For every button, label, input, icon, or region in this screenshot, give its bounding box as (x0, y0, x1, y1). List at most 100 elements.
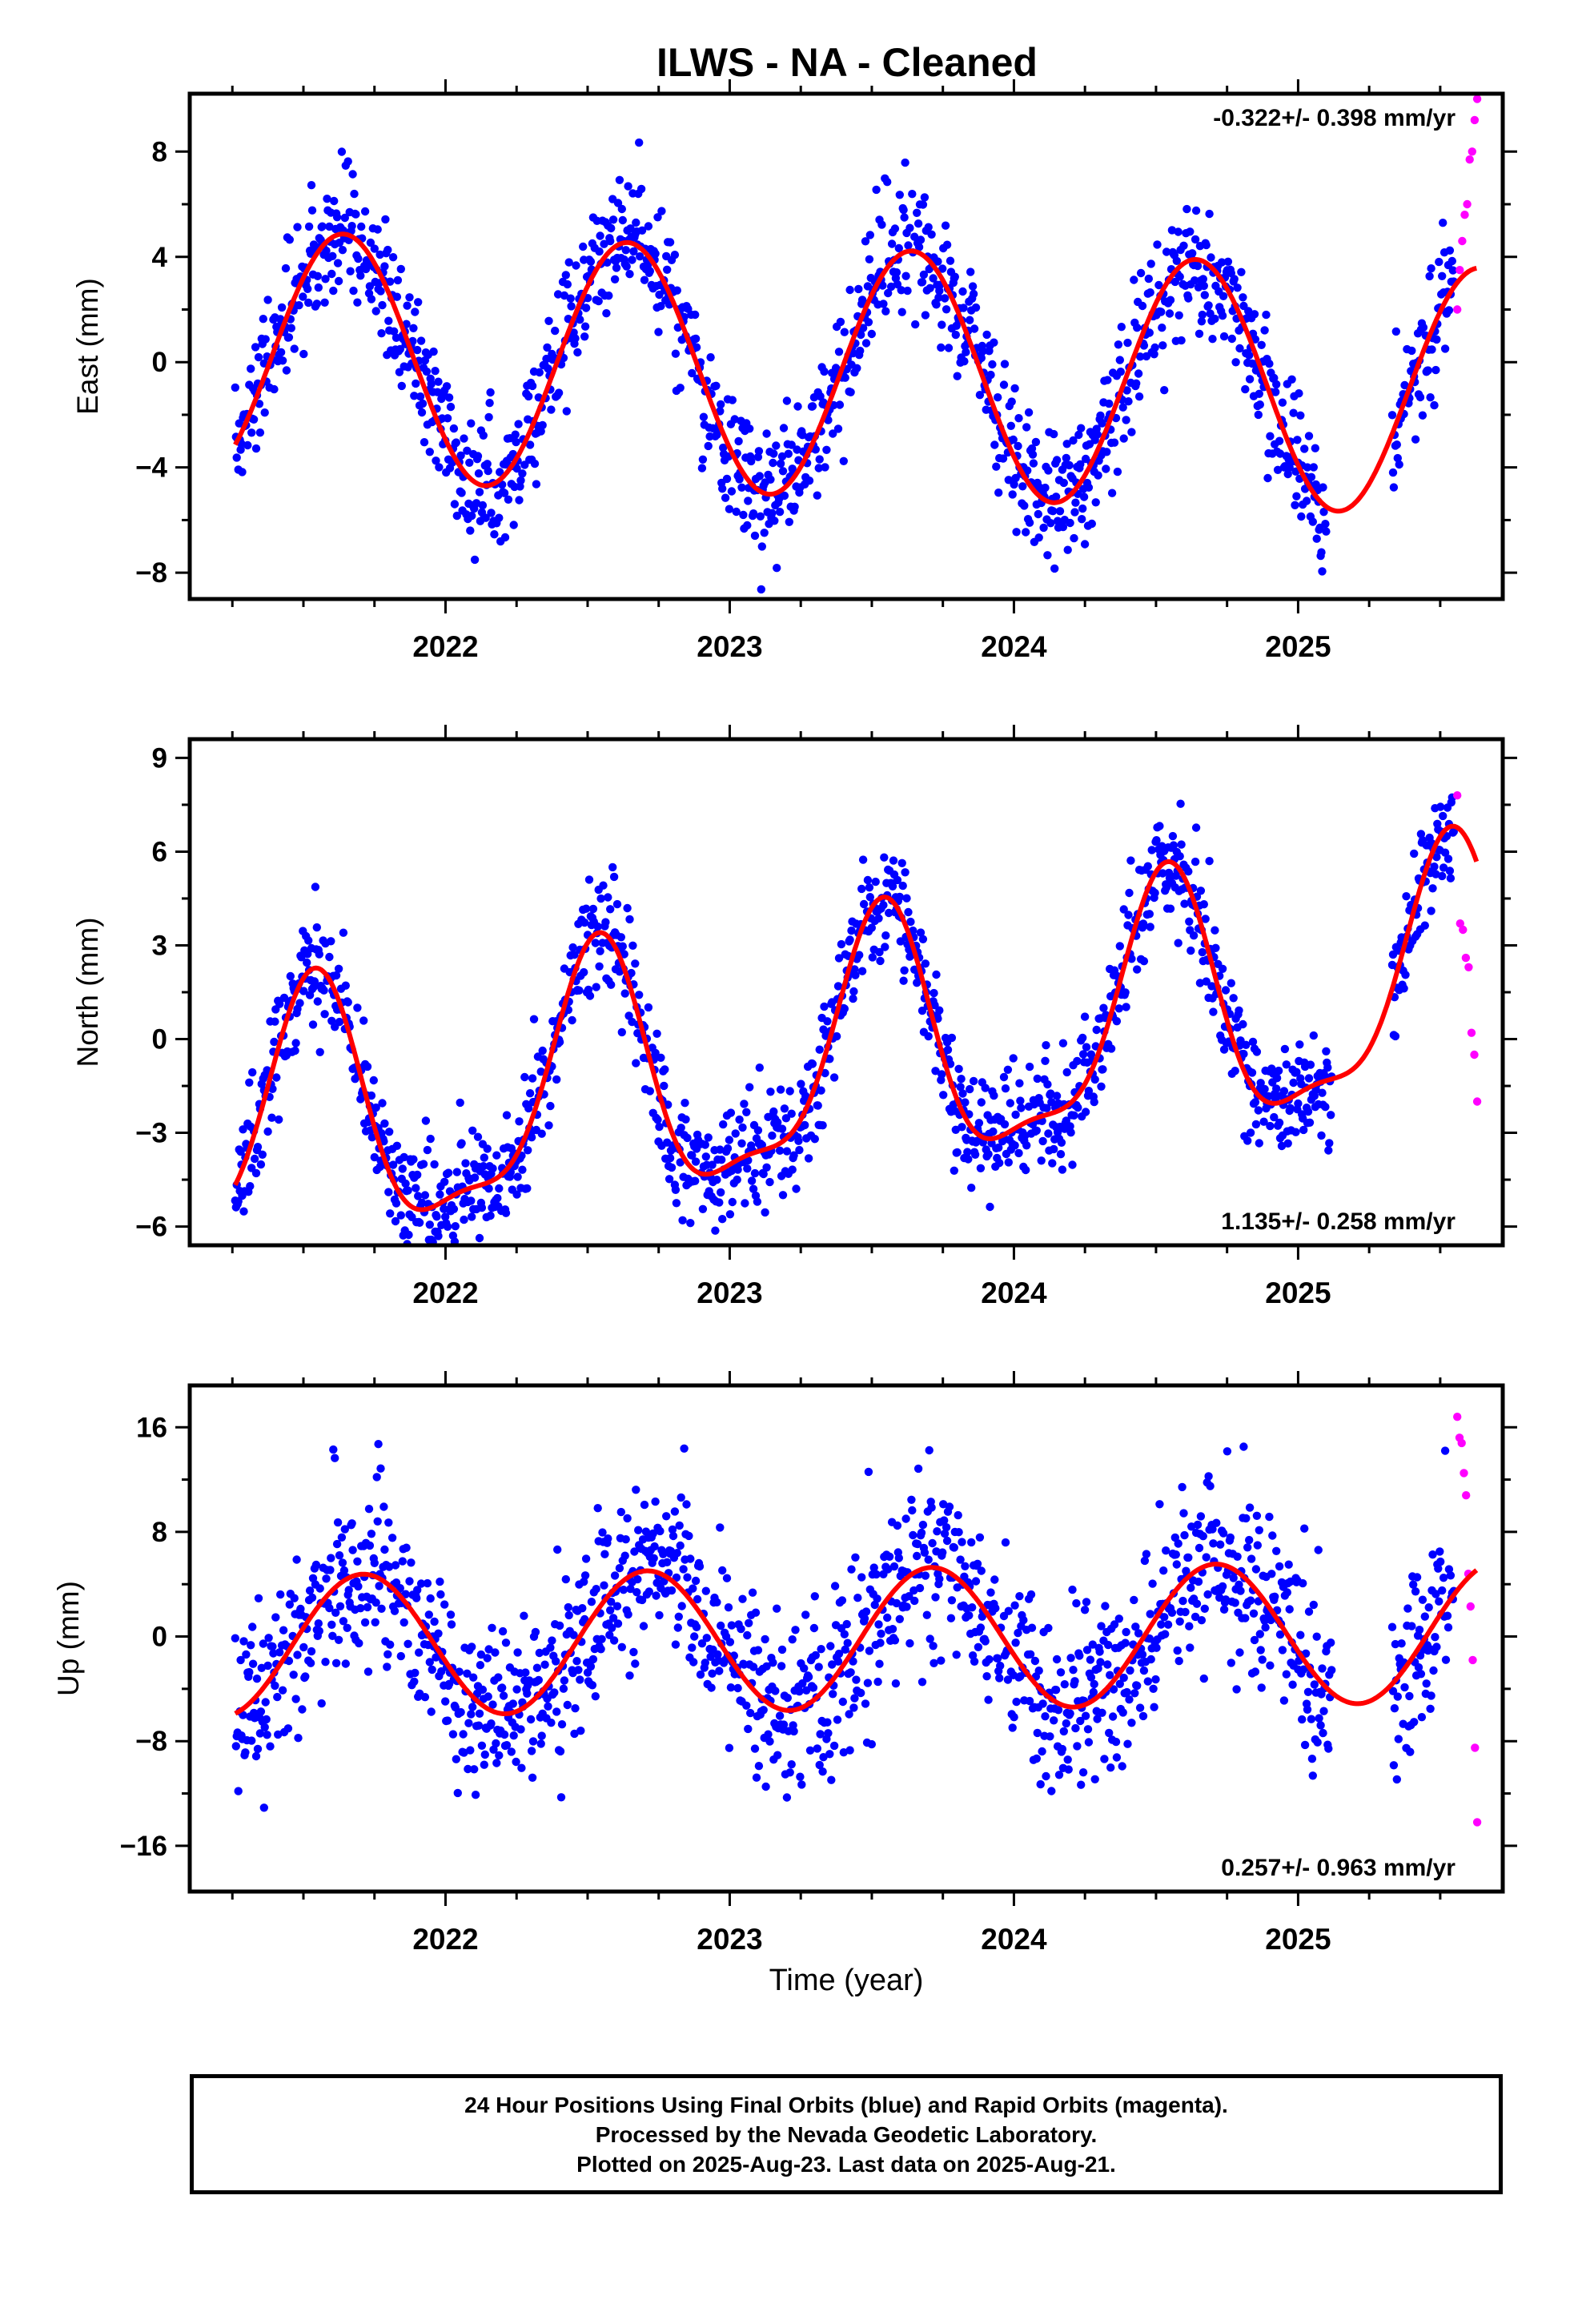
final-point (625, 1671, 634, 1680)
final-point (1312, 1632, 1321, 1641)
final-point (413, 1586, 422, 1594)
y-tick-label: −8 (135, 557, 167, 589)
rapid-point (1467, 1028, 1476, 1037)
final-point (1167, 1608, 1177, 1618)
final-point (915, 1583, 925, 1593)
final-point (1245, 375, 1255, 384)
rapid-point (1456, 266, 1464, 275)
final-point (580, 332, 589, 341)
final-point (468, 1642, 476, 1651)
final-point (416, 1579, 426, 1588)
final-point (492, 1151, 501, 1160)
final-point (1260, 1084, 1269, 1094)
final-point (680, 1444, 689, 1454)
final-point (738, 1123, 747, 1132)
final-point (1231, 1067, 1239, 1076)
final-point (1255, 389, 1264, 398)
final-point (849, 1703, 858, 1712)
final-point (1054, 1706, 1063, 1715)
final-point (452, 438, 460, 447)
final-point (1080, 1606, 1090, 1614)
final-point (1237, 267, 1246, 276)
final-point (1271, 1592, 1279, 1602)
final-point (592, 983, 600, 991)
final-point (600, 1581, 608, 1590)
final-point (512, 1757, 520, 1767)
final-point (917, 1678, 927, 1687)
final-point (1303, 463, 1312, 472)
final-point (667, 1163, 677, 1172)
final-point (1083, 1725, 1093, 1734)
final-point (1058, 1039, 1068, 1047)
rapid-point (1470, 1050, 1479, 1059)
final-point (656, 302, 665, 311)
final-point (239, 1207, 248, 1216)
final-point (1032, 1754, 1042, 1763)
final-point (276, 315, 285, 324)
final-point (663, 1558, 672, 1567)
final-point (279, 1626, 288, 1634)
final-point (899, 205, 908, 215)
final-point (1311, 444, 1320, 452)
final-point (978, 347, 988, 356)
final-point (1031, 437, 1041, 447)
final-point (1062, 453, 1071, 463)
final-point (755, 472, 764, 480)
final-point (902, 894, 911, 903)
final-point (1014, 1148, 1023, 1158)
final-point (1275, 449, 1285, 458)
final-point (1258, 1655, 1267, 1664)
final-point (1145, 328, 1154, 337)
final-point (743, 1630, 752, 1640)
final-point (814, 464, 823, 472)
final-point (919, 270, 929, 279)
final-point (403, 301, 412, 310)
final-point (331, 1454, 339, 1462)
final-point (1388, 1687, 1398, 1695)
final-point (669, 1531, 678, 1541)
y-tick-label: 0 (152, 347, 167, 378)
final-point (1139, 341, 1149, 350)
final-point (423, 1578, 432, 1588)
final-point (1062, 1719, 1071, 1728)
final-point (413, 1170, 422, 1180)
final-point (599, 881, 608, 890)
final-point (247, 1736, 256, 1745)
final-point (410, 1677, 419, 1686)
final-point (524, 1104, 533, 1113)
final-point (873, 1594, 881, 1603)
final-point (262, 1715, 271, 1724)
final-point (1082, 1043, 1091, 1051)
final-point (452, 511, 461, 521)
final-point (1018, 482, 1027, 491)
final-point (966, 316, 974, 324)
final-point (1179, 241, 1188, 250)
final-point (908, 1506, 917, 1515)
final-point (1166, 904, 1175, 913)
final-point (889, 1562, 899, 1571)
final-point (402, 1543, 411, 1552)
final-point (455, 1667, 464, 1676)
final-point (776, 1085, 785, 1094)
final-point (424, 1610, 433, 1619)
final-point (376, 1464, 385, 1473)
final-point (1405, 1691, 1414, 1701)
final-point (401, 1179, 410, 1188)
final-point (1219, 332, 1229, 341)
final-point (634, 1526, 643, 1534)
final-point (674, 1612, 683, 1622)
final-point (480, 1750, 489, 1759)
final-point (538, 420, 547, 430)
final-point (636, 184, 646, 194)
final-point (1285, 1605, 1294, 1614)
final-point (459, 1730, 468, 1739)
final-point (1315, 1714, 1323, 1723)
final-point (778, 1191, 788, 1200)
final-point (940, 294, 950, 303)
final-point (966, 1084, 974, 1094)
final-point (423, 1258, 431, 1266)
final-point (792, 1184, 801, 1193)
final-point (400, 1618, 408, 1627)
rapid-point (1456, 919, 1465, 928)
final-point (934, 1014, 942, 1023)
